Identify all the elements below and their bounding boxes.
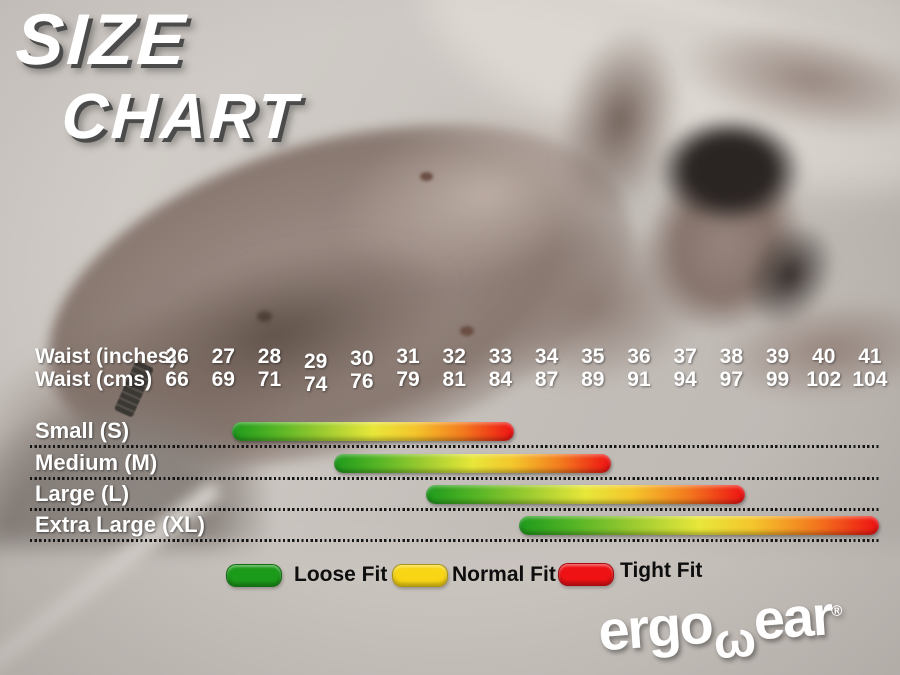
waist-inches-value: 33	[488, 345, 513, 368]
tight-fit-label: Tight Fit	[620, 559, 703, 582]
waist-inches-value: 26	[165, 345, 189, 368]
title-line-1: SIZE	[13, 0, 191, 80]
dotted-separator	[30, 508, 880, 511]
waist-inches-value: 39	[765, 345, 790, 368]
size-range-bar	[334, 454, 612, 473]
waist-inches-value: 32	[442, 345, 466, 368]
loose-fit-swatch	[226, 564, 282, 587]
waist-inches-value: 41	[858, 345, 882, 368]
waist-cms-value: 76	[350, 370, 374, 393]
ergowear-logo: ergoωear®	[596, 578, 900, 669]
waist-cms-value: 66	[165, 368, 189, 391]
waist-cms-value: 87	[534, 368, 559, 391]
waist-inches-value: 31	[396, 345, 420, 368]
waist-cms-label: Waist (cms)	[35, 368, 153, 391]
size-range-bar	[426, 485, 746, 504]
normal-fit-label: Normal Fit	[452, 563, 556, 586]
model-navel	[257, 311, 272, 322]
waist-inches-value: 28	[257, 345, 282, 368]
loose-fit-label: Loose Fit	[294, 563, 388, 586]
waist-cms-value: 97	[719, 368, 744, 391]
waist-cms-values: 66 69 71 74 76 79 81 84 87 89 91 94 97 99 102 104	[154, 368, 894, 396]
waist-inches-value: 30	[350, 347, 374, 370]
size-row-xlarge: Extra Large (XL)	[0, 512, 900, 543]
waist-inches-row: Waist (inches) 26 27 28 29 30 31 32 33 34 35 36 37 3…	[0, 345, 900, 373]
logo-text-ear: ear	[751, 583, 834, 652]
waist-inches-value: 27	[211, 345, 235, 368]
bedsheet-highlight	[397, 0, 900, 239]
waist-cms-value: 102	[806, 368, 842, 391]
page-title: SIZE CHART	[10, 0, 305, 152]
waist-cms-value: 81	[442, 368, 466, 391]
logo-text-ergo: ergo	[596, 591, 714, 663]
size-range-bar	[232, 422, 515, 441]
waist-inches-value: 36	[627, 345, 651, 368]
waist-cms-value: 94	[673, 368, 697, 391]
model-chest-highlight	[314, 75, 656, 315]
model-hair	[635, 100, 825, 240]
waist-inches-value: 35	[581, 345, 605, 368]
waist-cms-value: 71	[257, 368, 282, 391]
waist-cms-value: 84	[488, 368, 513, 391]
size-range-bar	[518, 516, 880, 535]
waist-cms-value: 99	[765, 368, 790, 391]
waist-inches-value: 40	[812, 345, 836, 368]
model-forearm	[642, 0, 900, 167]
logo-omega-glyph: ω	[711, 610, 756, 670]
model-upper-arm	[518, 0, 722, 255]
model-detail-dot	[460, 326, 474, 336]
model-face	[617, 131, 833, 359]
title-line-2: CHART	[60, 80, 302, 152]
size-row-small: Small (S)	[0, 418, 900, 449]
size-label: Extra Large (XL)	[35, 512, 205, 537]
model-hair-side	[704, 182, 876, 368]
dotted-separator	[30, 477, 880, 480]
waist-cms-row: Waist (cms) 66 69 71 74 76 79 81 84 87 89 91 94 97 99…	[0, 368, 900, 396]
dotted-separator	[30, 445, 880, 448]
waist-cms-value: 69	[211, 368, 235, 391]
waist-cms-value: 104	[852, 368, 888, 391]
waist-inches-value: 29	[303, 350, 328, 373]
size-label: Medium (M)	[35, 450, 158, 475]
size-row-large: Large (L)	[0, 481, 900, 512]
waist-inches-value: 37	[673, 345, 697, 368]
size-row-medium: Medium (M)	[0, 450, 900, 481]
tight-fit-swatch	[558, 563, 614, 586]
dotted-separator	[30, 539, 880, 542]
waist-inches-value: 34	[534, 345, 559, 368]
waist-inches-values: 26 27 28 29 30 31 32 33 34 35 36 37 38 39 40 41	[154, 345, 894, 373]
waist-cms-value: 74	[303, 373, 328, 396]
size-label: Large (L)	[35, 481, 130, 506]
bedsheet-fold	[385, 0, 895, 71]
size-label: Small (S)	[35, 418, 130, 443]
waist-inches-label: Waist (inches)	[35, 345, 177, 368]
registered-trademark-icon: ®	[830, 602, 843, 621]
normal-fit-swatch	[392, 564, 448, 587]
waist-cms-value: 89	[581, 368, 605, 391]
waist-cms-value: 91	[627, 368, 651, 391]
waist-cms-value: 79	[396, 368, 420, 391]
waist-inches-value: 38	[719, 345, 744, 368]
model-detail-dot	[420, 172, 433, 181]
